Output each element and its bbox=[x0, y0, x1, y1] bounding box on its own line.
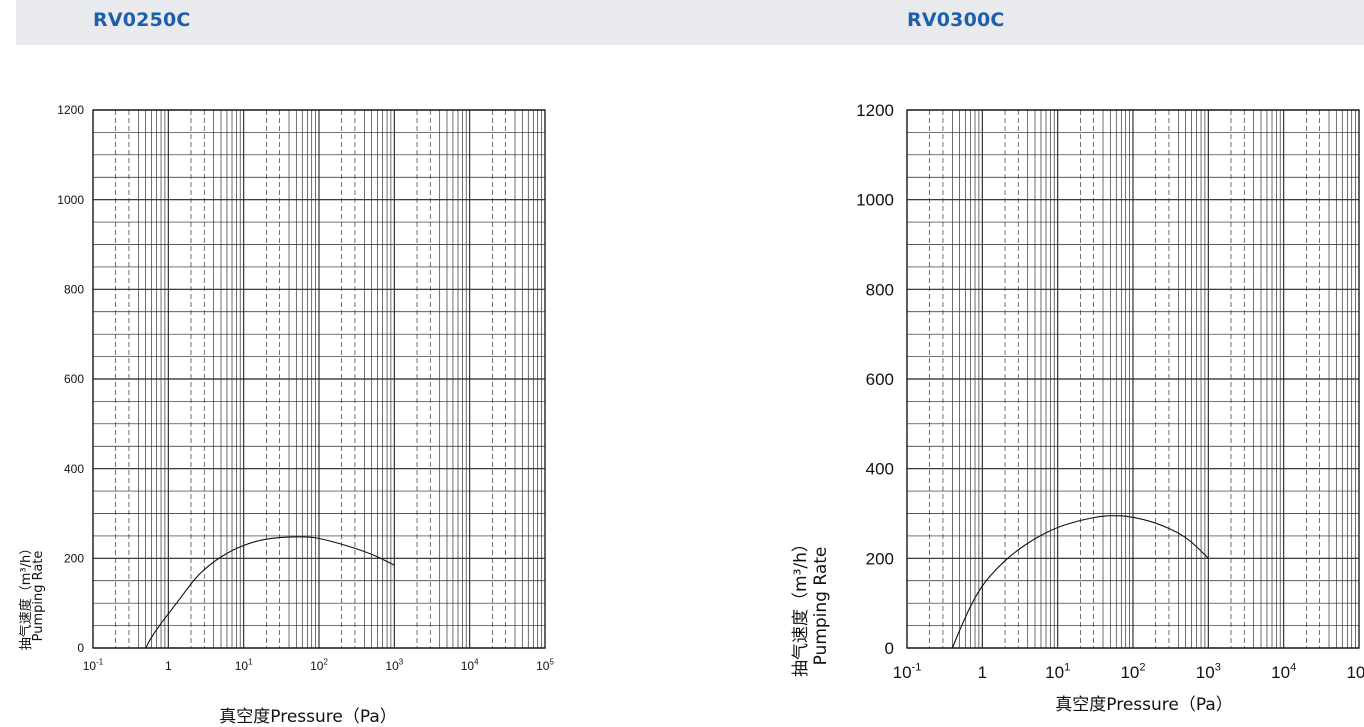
y-tick-label: 1200 bbox=[856, 101, 894, 120]
x-tick-label: 105 bbox=[1346, 661, 1364, 682]
y-tick-label: 0 bbox=[885, 639, 894, 658]
x-tick-label: 1 bbox=[165, 659, 172, 673]
x-tick-label: 101 bbox=[1045, 661, 1070, 682]
x-tick-label: 104 bbox=[1271, 661, 1296, 682]
y-tick-label: 400 bbox=[866, 460, 894, 479]
header-bar bbox=[16, 0, 1364, 45]
x-tick-label: 102 bbox=[1120, 661, 1145, 682]
x-tick-label: 104 bbox=[461, 658, 479, 673]
y-axis-label-line2: Pumping Rate bbox=[31, 551, 46, 642]
y-axis-label-line1: 抽气速度（m³/h） bbox=[18, 542, 34, 651]
y-axis-label: 抽气速度（m³/h）Pumping Rate bbox=[791, 535, 831, 677]
y-tick-label: 800 bbox=[866, 280, 894, 299]
y-tick-label: 600 bbox=[866, 370, 894, 389]
pumping-rate-chart-rv0300c: 0 200 400 600 800 1000 1200 10-1 1 101 102 103 104 10… bbox=[791, 101, 1364, 715]
grid bbox=[92, 109, 545, 649]
x-tick-label: 10-1 bbox=[83, 658, 104, 673]
x-tick-label: 103 bbox=[1196, 661, 1221, 682]
y-tick-label: 600 bbox=[64, 372, 84, 386]
grid bbox=[906, 109, 1359, 649]
y-tick-label: 200 bbox=[64, 552, 84, 566]
plot-frame bbox=[92, 109, 546, 649]
pumping-rate-curve bbox=[145, 536, 395, 649]
x-axis-label: 真空度Pressure（Pa） bbox=[1055, 695, 1233, 715]
chart-title-rv0300c: RV0300C bbox=[907, 9, 1005, 31]
y-tick-label: 400 bbox=[64, 462, 84, 476]
x-tick-label: 103 bbox=[385, 658, 403, 673]
x-tick-label: 102 bbox=[310, 658, 328, 673]
y-tick-label: 800 bbox=[64, 283, 84, 297]
x-tick-label: 10-1 bbox=[893, 661, 922, 682]
y-tick-label: 0 bbox=[77, 641, 84, 655]
y-tick-label: 1000 bbox=[856, 191, 894, 210]
x-tick-label: 1 bbox=[978, 663, 987, 682]
y-tick-label: 1000 bbox=[57, 193, 84, 207]
x-axis-label: 真空度Pressure（Pa） bbox=[219, 707, 397, 727]
chart-title-rv0250c: RV0250C bbox=[93, 9, 191, 31]
y-axis-label: 抽气速度（m³/h）Pumping Rate bbox=[18, 542, 46, 651]
pumping-rate-curve bbox=[951, 515, 1209, 649]
y-axis-label-line1: 抽气速度（m³/h） bbox=[791, 535, 811, 677]
plot-frame bbox=[906, 109, 1360, 649]
pumping-rate-chart-rv0250c: 0 200 400 600 800 1000 1200 10-1 1 101 102 103 104 10… bbox=[18, 103, 554, 727]
y-tick-label: 200 bbox=[866, 549, 894, 568]
y-axis-label-line2: Pumping Rate bbox=[811, 547, 831, 666]
y-tick-label: 1200 bbox=[57, 103, 84, 117]
x-tick-label: 101 bbox=[235, 658, 253, 673]
x-tick-label: 105 bbox=[536, 658, 554, 673]
